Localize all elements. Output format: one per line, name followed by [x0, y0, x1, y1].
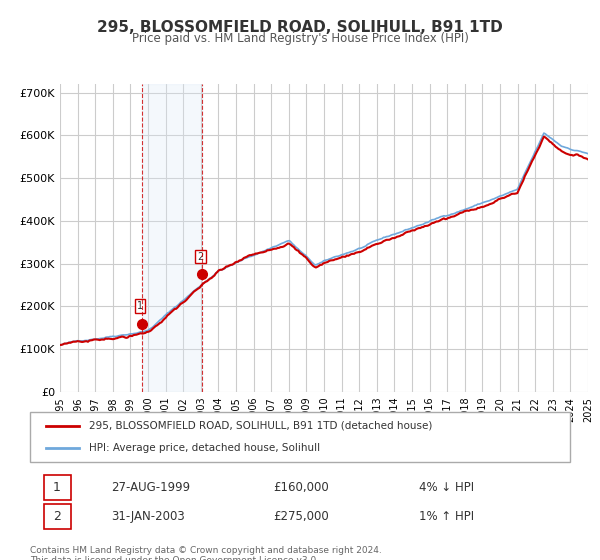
Text: 1% ↑ HPI: 1% ↑ HPI [419, 510, 474, 523]
Text: 2: 2 [197, 251, 203, 262]
Text: 295, BLOSSOMFIELD ROAD, SOLIHULL, B91 1TD (detached house): 295, BLOSSOMFIELD ROAD, SOLIHULL, B91 1T… [89, 421, 433, 431]
Text: 27-AUG-1999: 27-AUG-1999 [111, 480, 190, 494]
Text: HPI: Average price, detached house, Solihull: HPI: Average price, detached house, Soli… [89, 443, 320, 453]
Text: £160,000: £160,000 [273, 480, 329, 494]
Text: 1: 1 [137, 301, 143, 311]
FancyBboxPatch shape [30, 412, 570, 462]
Text: 1: 1 [53, 480, 61, 494]
Text: £275,000: £275,000 [273, 510, 329, 523]
Text: 31-JAN-2003: 31-JAN-2003 [111, 510, 185, 523]
FancyBboxPatch shape [44, 475, 71, 500]
Text: Contains HM Land Registry data © Crown copyright and database right 2024.
This d: Contains HM Land Registry data © Crown c… [30, 546, 382, 560]
Bar [142, 84, 202, 392]
Text: 295, BLOSSOMFIELD ROAD, SOLIHULL, B91 1TD: 295, BLOSSOMFIELD ROAD, SOLIHULL, B91 1T… [97, 20, 503, 35]
Text: Price paid vs. HM Land Registry's House Price Index (HPI): Price paid vs. HM Land Registry's House … [131, 32, 469, 45]
Text: 4% ↓ HPI: 4% ↓ HPI [419, 480, 474, 494]
Text: 2: 2 [53, 510, 61, 523]
FancyBboxPatch shape [44, 504, 71, 529]
